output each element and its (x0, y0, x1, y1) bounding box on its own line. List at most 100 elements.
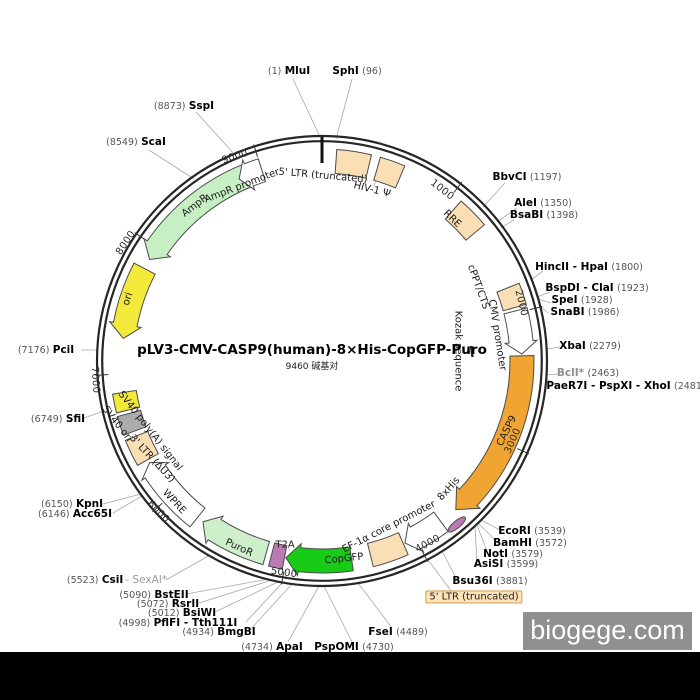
tick-mark (281, 571, 285, 585)
tick-mark (152, 502, 163, 513)
site-bbvci: BbvCI (1197) (492, 171, 562, 183)
site-scai: (8549) ScaI (106, 136, 166, 148)
site-pflfi-tth111i: (4998) PflFI - Tth111I (118, 617, 238, 629)
site-sspi: (8873) SspI (153, 100, 215, 112)
site-hincii-hpai: HincII - HpaI (1800) (535, 261, 643, 273)
leader-line (545, 378, 559, 387)
site-mlui: (1) MluI (267, 65, 311, 77)
site-apai: (4734) ApaI (241, 641, 303, 653)
leader-line (546, 373, 559, 376)
leader-line (480, 519, 503, 532)
site-ecori: EcoRI (3539) (498, 525, 566, 537)
site-noti: NotI (3579) (483, 548, 543, 560)
leader-line (323, 585, 353, 643)
rre-box (444, 200, 486, 241)
t2a-box (267, 542, 288, 570)
puror-arrow (202, 515, 271, 566)
site-bsabi: BsaBI (1398) (509, 209, 579, 221)
site-bspdi-clai: BspDI - ClaI (1923) (545, 282, 649, 294)
leader-line (537, 298, 552, 304)
leader-line (357, 582, 393, 629)
leader-line (496, 207, 518, 223)
site-kpni: (6150) KpnI (41, 498, 103, 510)
leader-line (482, 182, 506, 208)
sv40-polya-box (116, 409, 147, 436)
copgfp-arrow (285, 542, 354, 578)
leader-line (546, 346, 561, 350)
ampr-arrow (143, 163, 254, 261)
leader-line (102, 493, 142, 505)
kozak-sequence-mark (469, 345, 474, 358)
sv40-ori-box (112, 389, 141, 414)
leader-line (292, 78, 321, 138)
tick-mark (421, 550, 429, 563)
site-bsteii: (5090) BstEII (119, 589, 189, 601)
site-pspomi: PspOMI (4730) (314, 641, 394, 653)
site-pcii: (7176) PciI (17, 344, 75, 356)
feature-label-5ltr-truncated-selected: 5' LTR (truncated) (425, 590, 523, 604)
leader-line (165, 554, 211, 581)
tick-mark (453, 181, 463, 193)
tick-mark (529, 306, 543, 311)
leader-line (335, 78, 353, 140)
site-csii-sexai: (5523) CsiI - SexAI* (66, 574, 168, 586)
leader-line (427, 559, 453, 593)
site-snabi: SnaBI (1986) (550, 306, 620, 318)
tick-mark (95, 374, 109, 376)
site-bcli: BclI* (2463) (556, 367, 620, 379)
site-sphi: SphI (96) (332, 65, 382, 77)
his8-marker (447, 516, 467, 533)
site-asisi: AsiSI (3599) (473, 558, 539, 570)
leader-line (477, 522, 499, 544)
tick-label-7000: 7000 (88, 366, 102, 394)
site-bamhi: BamHI (3572) (493, 537, 567, 549)
feature-label-t2a: T2A (275, 539, 295, 551)
leader-line (248, 583, 293, 632)
ampr-promoter-arrow (238, 158, 267, 192)
hiv1-psi-box (373, 156, 406, 189)
site-xbai: XbaI (2279) (559, 340, 621, 352)
site-sfii: (6749) SfiI (30, 413, 86, 425)
plasmid-name: pLV3-CMV-CASP9(human)-8×His-CopGFP-Puro (137, 342, 487, 358)
site-acc65i: (6146) Acc65I (37, 508, 113, 520)
leader-line (112, 495, 143, 514)
leader-line (530, 270, 544, 281)
ori-arrow (108, 262, 156, 340)
five-ltr-truncated2-box (366, 532, 409, 568)
five-ltr-truncated-box (334, 148, 373, 179)
casp9-arrow (455, 354, 535, 511)
site-alei: AleI (1350) (514, 197, 572, 209)
leader-line (474, 526, 478, 565)
leader-line (536, 291, 551, 298)
plasmid-title-block: pLV3-CMV-CASP9(human)-8×His-CopGFP-Puro … (137, 342, 487, 372)
bottom-black-bar (0, 652, 700, 700)
wpre-arrow (140, 461, 206, 528)
plasmid-size: 9460 碱基对 (285, 362, 339, 372)
leader-line (214, 580, 281, 613)
feature-label-kozak: Kozak sequence (452, 310, 464, 392)
site-paer7i-pspxi-xhoi: PaeR7I - PspXI - XhoI (2481) (546, 380, 700, 392)
leader-line (83, 410, 105, 419)
cmv-promoter-arrow (503, 307, 539, 355)
site-bmgbi: (4934) BmgBI (182, 626, 256, 638)
site-bsu36i: Bsu36I (3881) (452, 575, 528, 587)
site-fsei: FseI (4489) (368, 626, 428, 638)
leader-line (287, 585, 320, 643)
site-spei: SpeI (1928) (551, 294, 613, 306)
leader-line (148, 149, 195, 180)
leader-line (245, 581, 284, 623)
leader-line (195, 111, 237, 157)
leader-line (441, 550, 458, 581)
watermark: biogege.com (523, 612, 692, 650)
tick-mark (517, 448, 530, 455)
leader-line (476, 524, 489, 555)
site-bsiwi: (5012) BsiWI (147, 607, 217, 619)
tick-mark (253, 144, 259, 158)
plasmid-backbone-outer-ring (95, 134, 549, 588)
site-rsrii: (5072) RsrII (136, 598, 200, 610)
cppt-cts-box (496, 282, 527, 312)
ef1a-core-promoter-arrow (404, 511, 449, 553)
leader-line (198, 579, 273, 604)
